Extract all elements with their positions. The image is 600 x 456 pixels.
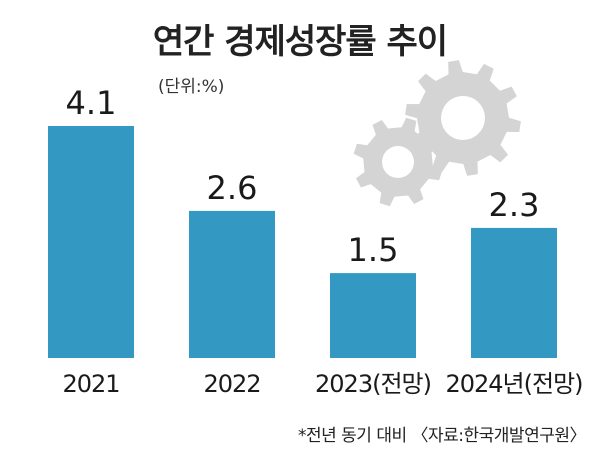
category-label-2023(전망): 2023(전망) xyxy=(315,370,431,398)
category-label-2021: 2021 xyxy=(62,370,119,398)
bar-2024년(전망) xyxy=(471,227,557,358)
value-label-2021: 4.1 xyxy=(66,84,117,122)
bar-group xyxy=(48,126,557,358)
bar-2023(전망) xyxy=(330,273,416,358)
chart-title: 연간 경제성장률 추이 xyxy=(152,22,448,62)
value-label-2024년(전망): 2.3 xyxy=(489,186,540,224)
source-footnote: *전년 동기 대비 〈자료:한국개발연구원〉 xyxy=(297,426,587,446)
value-label-2022: 2.6 xyxy=(207,169,258,207)
category-label-2022: 2022 xyxy=(203,370,260,398)
gear-hole xyxy=(441,96,485,140)
gear-decoration xyxy=(353,60,521,207)
bar-2021 xyxy=(48,126,134,358)
value-label-2023(전망): 1.5 xyxy=(348,231,399,269)
unit-label: (단위:%) xyxy=(158,77,225,97)
bar-2022 xyxy=(189,210,275,358)
category-label-2024년(전망): 2024년(전망) xyxy=(445,370,582,398)
gear-hole xyxy=(382,146,414,178)
label-group: 4.1 2021 2.6 2022 1.5 2023(전망) 2.3 2024년(전망) xyxy=(62,84,583,398)
